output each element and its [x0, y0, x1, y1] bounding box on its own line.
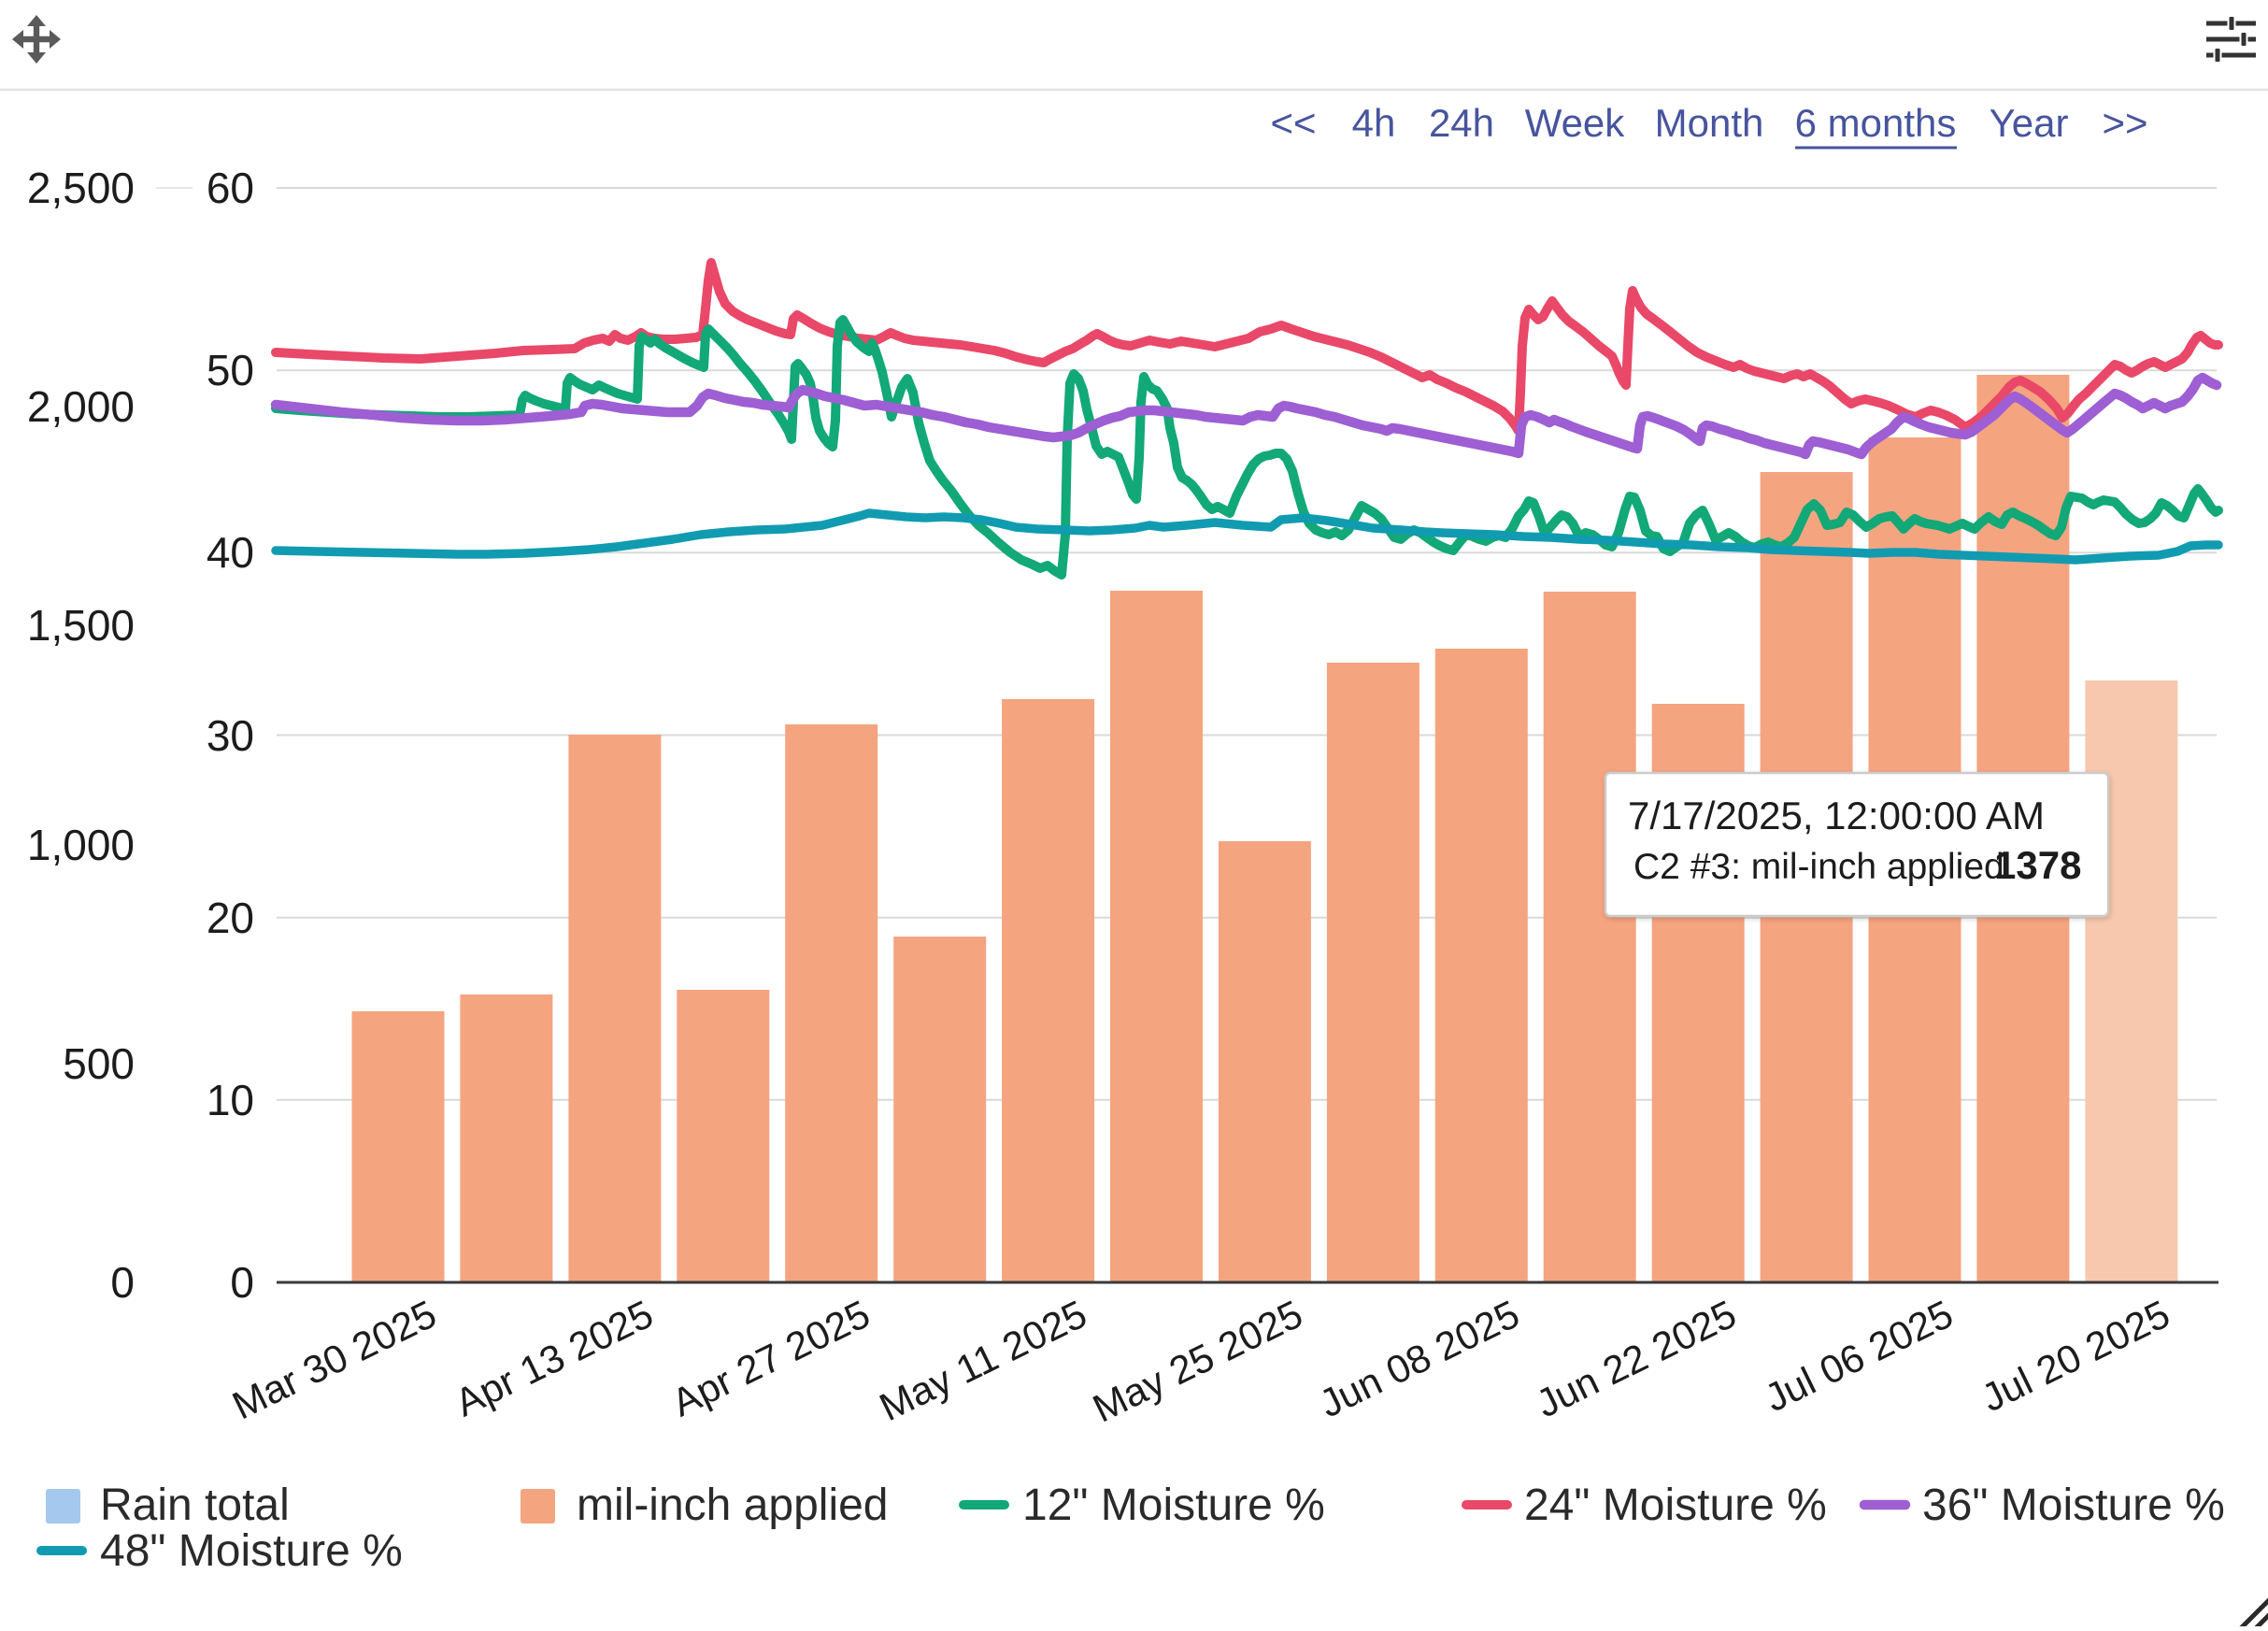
svg-text:0: 0	[230, 1258, 254, 1307]
svg-text:48" Moisture %: 48" Moisture %	[100, 1526, 403, 1576]
svg-text:Rain total: Rain total	[100, 1481, 290, 1530]
svg-text:30: 30	[207, 711, 254, 760]
svg-text:24h: 24h	[1429, 101, 1494, 145]
svg-text:2,000: 2,000	[27, 382, 135, 431]
svg-text:1,500: 1,500	[27, 601, 135, 650]
svg-text:0: 0	[110, 1258, 135, 1307]
svg-text:40: 40	[207, 528, 254, 577]
svg-text:60: 60	[207, 164, 254, 212]
svg-text:12" Moisture %: 12" Moisture %	[1022, 1481, 1325, 1530]
svg-text:Month: Month	[1655, 101, 1764, 145]
svg-text:24" Moisture %: 24" Moisture %	[1524, 1481, 1827, 1530]
svg-text:36" Moisture %: 36" Moisture %	[1922, 1481, 2225, 1530]
svg-text:20: 20	[207, 894, 254, 942]
svg-text:1378: 1378	[1994, 843, 2081, 887]
svg-text:mil-inch applied: mil-inch applied	[577, 1481, 889, 1530]
svg-text:1,000: 1,000	[27, 821, 135, 869]
svg-text:4h: 4h	[1352, 101, 1396, 145]
svg-text:7/17/2025, 12:00:00 AM: 7/17/2025, 12:00:00 AM	[1628, 794, 2045, 837]
svg-text:6 months: 6 months	[1795, 101, 1957, 145]
svg-text:C2 #3: mil-inch applied: C2 #3: mil-inch applied	[1633, 847, 2004, 887]
svg-text:50: 50	[207, 346, 254, 394]
svg-text:500: 500	[63, 1039, 135, 1088]
svg-text:<<: <<	[1270, 101, 1316, 145]
svg-text:2,500: 2,500	[27, 164, 135, 212]
svg-text:>>: >>	[2102, 101, 2147, 145]
svg-text:Year: Year	[1990, 101, 2069, 145]
svg-text:Week: Week	[1525, 101, 1626, 145]
svg-text:10: 10	[207, 1076, 254, 1124]
